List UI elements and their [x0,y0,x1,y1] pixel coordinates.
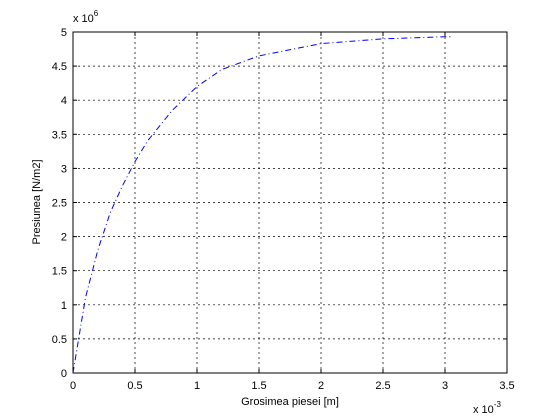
y-tick-label: 0.5 [52,334,67,346]
y-axis-label: Presiunea [N/m2] [31,160,43,245]
x-tick-label: 0 [70,380,76,392]
x-tick-label: 3.5 [499,380,514,392]
x-tick-label: 2 [318,380,324,392]
y-exponent-power: 6 [94,9,99,18]
x-tick-label: 1 [194,380,200,392]
x-tick-label: 2.5 [375,380,390,392]
x-exponent-power: -3 [494,400,502,409]
x-exponent: x 10-3 [473,400,501,416]
y-exponent: x 106 [73,9,99,25]
x-tick-label: 3 [442,380,448,392]
y-tick-label: 3 [61,163,67,175]
y-tick-label: 1.5 [52,266,67,278]
x-axis-label: Grosimea piesei [m] [241,396,339,408]
y-tick-label: 0 [61,368,67,380]
y-tick-label: 4.5 [52,61,67,73]
y-tick-label: 2.5 [52,198,67,210]
y-exponent-base: x 10 [73,13,94,25]
y-tick-label: 5 [61,27,67,39]
x-tick-label: 0.5 [127,380,142,392]
y-tick-label: 2 [61,232,67,244]
y-tick-label: 4 [61,95,67,107]
x-tick-label: 1.5 [251,380,266,392]
x-exponent-base: x 10 [473,404,494,416]
y-tick-label: 3.5 [52,129,67,141]
y-tick-label: 1 [61,300,67,312]
